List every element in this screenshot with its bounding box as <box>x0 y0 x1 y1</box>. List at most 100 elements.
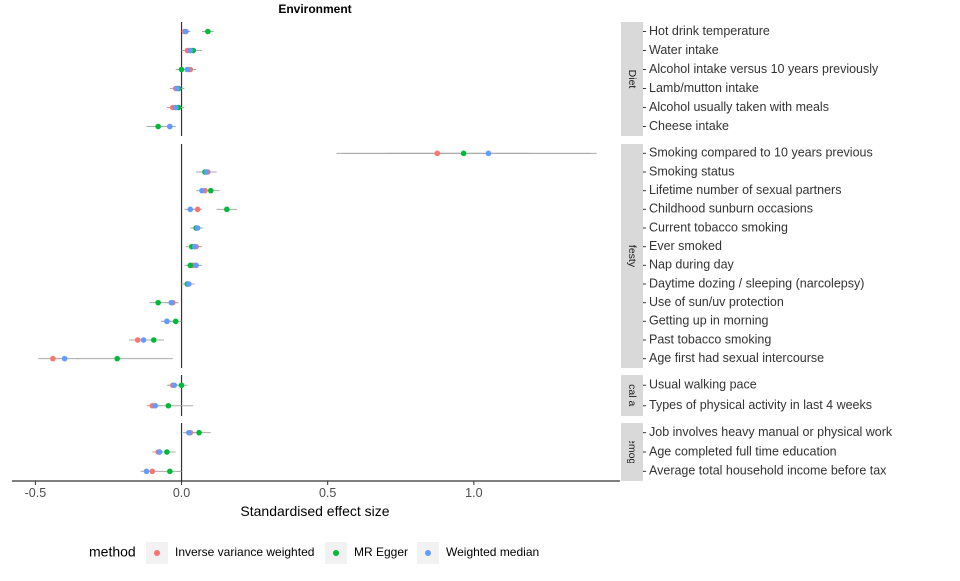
facet-strip-label: Lifestyle <box>626 237 638 276</box>
x-tick-label: 1.0 <box>465 486 482 500</box>
y-tick-label: Use of sun/uv protection <box>649 295 784 309</box>
y-tick-label: Lifetime number of sexual partners <box>649 183 841 197</box>
y-tick-label: Smoking compared to 10 years previous <box>649 146 873 160</box>
legend-label: Inverse variance weighted <box>175 545 314 559</box>
row: Getting up in morning <box>161 314 769 328</box>
point-weighted-median <box>186 281 192 287</box>
facet-strip <box>621 375 643 416</box>
row: Alcohol usually taken with meals <box>166 100 829 114</box>
legend: method Inverse variance weighted MR Egger W… <box>89 542 539 564</box>
panel-physical-activity: Physical activity Usual walking pace Types… <box>146 375 872 416</box>
facet-strip-label: Diet <box>626 70 638 89</box>
y-tick-label: Cheese intake <box>649 119 729 133</box>
row: Nap during day <box>184 258 735 272</box>
row: Cheese intake <box>146 119 729 133</box>
y-tick-label: Current tobacco smoking <box>649 220 788 234</box>
row: Age first had sexual intercourse <box>38 351 824 365</box>
y-tick-label: Nap during day <box>649 258 735 272</box>
x-tick-label: -0.5 <box>25 486 47 500</box>
facet-strip <box>621 22 643 136</box>
row: Job involves heavy manual or physical wo… <box>183 425 893 439</box>
row: Water intake <box>181 43 719 57</box>
point-weighted-median <box>164 318 170 325</box>
row: Average total household income before ta… <box>140 464 887 478</box>
x-tick-label: 0.5 <box>319 486 336 500</box>
legend-label: MR Egger <box>354 545 408 559</box>
x-axis: -0.5 0.0 0.5 1.0 <box>12 480 620 500</box>
point-weighted-median <box>171 382 178 389</box>
point-weighted-median <box>174 85 180 92</box>
point-weighted-median <box>183 28 189 35</box>
point-weighted-median <box>191 243 198 250</box>
y-tick-label: Age completed full time education <box>649 444 837 458</box>
point-weighted-median <box>485 150 492 157</box>
y-tick-label: Past tobacco smoking <box>649 332 771 346</box>
y-tick-label: Smoking status <box>649 164 734 178</box>
point-mr-egger <box>172 318 179 325</box>
panel-lifestyle: Lifestyle Smoking compared to 10 years pr… <box>38 144 873 368</box>
y-tick-label: Alcohol intake versus 10 years previousl… <box>649 62 879 76</box>
row: Usual walking pace <box>166 378 757 392</box>
y-tick-label: Alcohol usually taken with meals <box>649 100 829 114</box>
y-tick-label: Types of physical activity in last 4 wee… <box>649 398 872 412</box>
point-mr-egger <box>155 299 161 306</box>
row: Childhood sunburn occasions <box>184 202 813 216</box>
row: Smoking compared to 10 years previous <box>336 146 873 160</box>
point-mr-egger <box>164 449 170 455</box>
point-mr-egger <box>114 355 121 362</box>
point-mr-egger <box>205 28 211 35</box>
row: Lifetime number of sexual partners <box>196 183 841 197</box>
panel-sociodemographics: Sociodemographics Job involves heavy manu… <box>140 406 893 498</box>
point-weighted-median <box>143 468 150 475</box>
point-weighted-median <box>140 337 147 343</box>
legend-key-point <box>154 550 160 556</box>
y-tick-label: Ever smoked <box>649 239 722 253</box>
point-ivw <box>50 355 56 362</box>
point-mr-egger <box>460 150 467 157</box>
y-tick-label: Water intake <box>649 43 719 57</box>
point-mr-egger <box>196 429 202 436</box>
row: Smoking status <box>196 164 734 178</box>
facet-strip-label: Sociodemographics <box>626 406 638 498</box>
y-tick-label: Daytime dozing / sleeping (narcolepsy) <box>649 276 864 290</box>
legend-key-point <box>333 550 339 556</box>
y-tick-label: Hot drink temperature <box>649 24 770 38</box>
point-mr-egger <box>207 187 214 194</box>
point-weighted-median <box>168 299 175 306</box>
legend-title: method <box>89 544 136 560</box>
point-weighted-median <box>172 104 179 111</box>
row: Use of sun/uv protection <box>149 295 784 309</box>
legend-item: MR Egger <box>325 542 408 564</box>
y-tick-label: Job involves heavy manual or physical wo… <box>649 425 893 439</box>
point-mr-egger <box>150 337 157 343</box>
x-tick-label: 0.0 <box>173 486 190 500</box>
row: Ever smoked <box>185 239 722 253</box>
point-weighted-median <box>199 187 205 194</box>
facet-strip <box>621 144 643 368</box>
y-tick-label: Usual walking pace <box>649 378 757 392</box>
point-ivw <box>134 337 141 343</box>
point-mr-egger <box>178 382 185 389</box>
chart-title: Environment <box>278 2 351 16</box>
row: Daytime dozing / sleeping (narcolepsy) <box>181 276 864 290</box>
row: Alcohol intake versus 10 years previousl… <box>175 62 879 76</box>
facet-strip <box>621 423 643 481</box>
point-weighted-median <box>187 47 194 54</box>
point-mr-egger <box>167 468 173 475</box>
point-mr-egger <box>178 66 185 73</box>
point-mr-egger <box>187 262 194 269</box>
point-weighted-median <box>152 402 159 409</box>
y-tick-label: Childhood sunburn occasions <box>649 202 813 216</box>
point-ivw <box>149 468 156 475</box>
point-mr-egger <box>224 206 230 213</box>
point-weighted-median <box>61 355 68 362</box>
row: Hot drink temperature <box>181 24 770 38</box>
y-tick-label: Average total household income before ta… <box>649 464 887 478</box>
legend-item: Weighted median <box>417 542 539 564</box>
point-weighted-median <box>187 206 194 213</box>
row: Current tobacco smoking <box>190 220 788 234</box>
point-weighted-median <box>194 225 201 231</box>
point-ivw <box>194 206 201 213</box>
